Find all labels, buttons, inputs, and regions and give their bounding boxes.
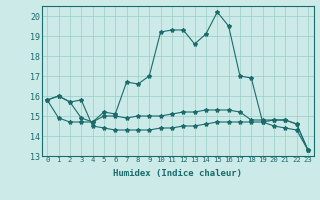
X-axis label: Humidex (Indice chaleur): Humidex (Indice chaleur) [113, 169, 242, 178]
